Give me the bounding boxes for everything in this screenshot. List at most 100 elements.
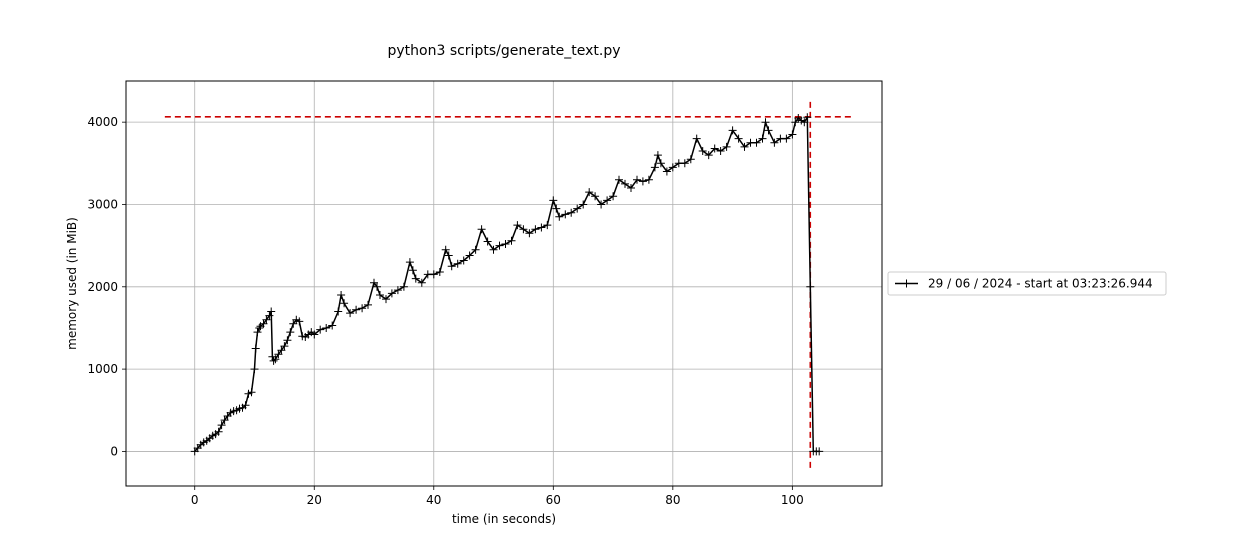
series-point [477,225,486,234]
series-point [692,134,701,143]
legend: 29 / 06 / 2024 - start at 03:23:26.944 [887,271,1167,296]
legend-label: 29 / 06 / 2024 - start at 03:23:26.944 [928,277,1153,291]
legend-box [887,271,1167,296]
series-point [459,256,468,265]
series-point [220,416,229,425]
series-point [337,291,346,299]
series-point [621,179,629,188]
series-point [316,325,325,334]
y-tick-label: 4000 [87,115,118,129]
series-point [358,304,367,313]
series-point [267,307,276,316]
series-point [633,175,641,184]
series-point [352,305,361,314]
series-point [573,204,582,213]
series-point [740,142,749,151]
series-point [543,221,552,230]
series-point [441,245,450,254]
series-point [710,144,719,153]
series-point [722,142,731,151]
series-point [609,192,618,201]
series-point [274,350,283,359]
series-point [417,278,426,287]
series-point [289,319,298,328]
series-point [408,266,417,275]
plot-frame [125,80,883,487]
series-point [597,200,606,209]
series-point [537,223,546,232]
series-point [788,130,797,139]
y-axis-label: memory used (in MiB) [65,217,79,350]
series-point [370,278,378,287]
series-point [334,307,343,316]
series-point [399,282,408,291]
series-point [627,184,635,192]
grid-layer [126,81,882,486]
series-point [603,196,612,205]
series-point [653,151,662,160]
x-axis-label: time (in seconds) [452,512,556,526]
series-layer [190,113,824,456]
series-point [393,286,402,295]
series-point [269,356,278,365]
series-point [373,282,381,291]
series-point [716,147,725,155]
series-point [567,208,576,217]
series-point [262,315,271,324]
y-tick-label: 1000 [87,362,118,376]
series-point [214,427,223,436]
series-point [734,134,743,143]
series-point [253,328,262,337]
series-point [806,282,815,291]
series-point [579,200,588,209]
series-point [328,321,337,330]
series-point [255,324,264,332]
series-point [698,147,707,155]
annotation-layer [164,99,853,468]
series-point [791,118,800,127]
series-point [340,299,349,308]
series-point [271,355,280,364]
x-tick-label: 40 [426,493,441,507]
series-point [322,324,331,332]
series-point [241,401,250,410]
series-point [382,295,390,304]
series-point [803,113,812,122]
series-point [265,311,274,320]
series-point [405,258,414,267]
series-point [815,447,824,456]
series-point [519,225,528,234]
series-point [453,259,462,268]
series-point [465,251,474,260]
series-point [668,163,677,172]
series-point [615,175,623,184]
series-point [495,241,504,250]
series-point [531,225,540,234]
series-point [429,270,438,279]
series-point [310,330,319,339]
series-point [471,245,480,254]
series-point [217,421,226,430]
series-point [376,291,384,299]
x-tick-label: 60 [546,493,561,507]
series-point [704,151,713,160]
x-axis: 0 20 40 60 80 100 [191,486,804,507]
series-point [283,336,292,345]
x-tick-label: 100 [781,493,804,507]
series-point [656,159,665,168]
series-point [650,163,659,172]
series-point [680,159,689,168]
x-tick-label: 20 [307,493,322,507]
series-point [447,262,456,271]
y-tick-label: 0 [110,444,118,458]
series-point [513,221,522,230]
y-axis: 0 1000 2000 3000 4000 [87,115,126,458]
y-tick-label: 3000 [87,197,118,211]
series-point [686,155,695,164]
series-point [280,342,289,351]
series-point [411,274,420,283]
series-point [346,309,355,318]
series-point [552,204,561,213]
